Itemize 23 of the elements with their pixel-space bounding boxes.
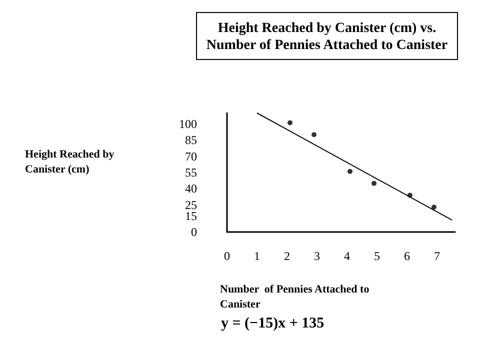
y-tick-label: 55 bbox=[185, 166, 197, 180]
x-tick-label: 7 bbox=[434, 249, 440, 263]
x-tick-label: 5 bbox=[374, 249, 380, 263]
y-tick-label: 70 bbox=[185, 149, 197, 164]
chart-title: Height Reached by Canister (cm) vs. Number of Pennies Attached to Canister bbox=[206, 21, 448, 53]
x-tick-label: 0 bbox=[224, 249, 230, 263]
x-tick-label: 1 bbox=[254, 249, 260, 263]
x-tick-label: 2 bbox=[284, 249, 290, 263]
point bbox=[432, 204, 436, 210]
point bbox=[372, 180, 376, 186]
text: Height Reached by Canister (cm) bbox=[25, 148, 115, 176]
y-tick-label: 0 bbox=[191, 225, 197, 239]
y-tick-label: 100 bbox=[179, 116, 197, 131]
x-tick-label: 4 bbox=[344, 249, 350, 263]
x-tick-label: 3 bbox=[314, 249, 320, 263]
y-tick-label: 85 bbox=[185, 133, 197, 148]
x-tick-label: 6 bbox=[404, 249, 410, 263]
text: y = (−15)x + 135 bbox=[221, 316, 324, 332]
point bbox=[288, 120, 292, 126]
y-tick-label: 40 bbox=[185, 182, 197, 196]
x-axis-title: Number of Pennies Attached to Canister bbox=[220, 284, 370, 310]
point bbox=[348, 168, 352, 174]
point bbox=[312, 132, 316, 138]
